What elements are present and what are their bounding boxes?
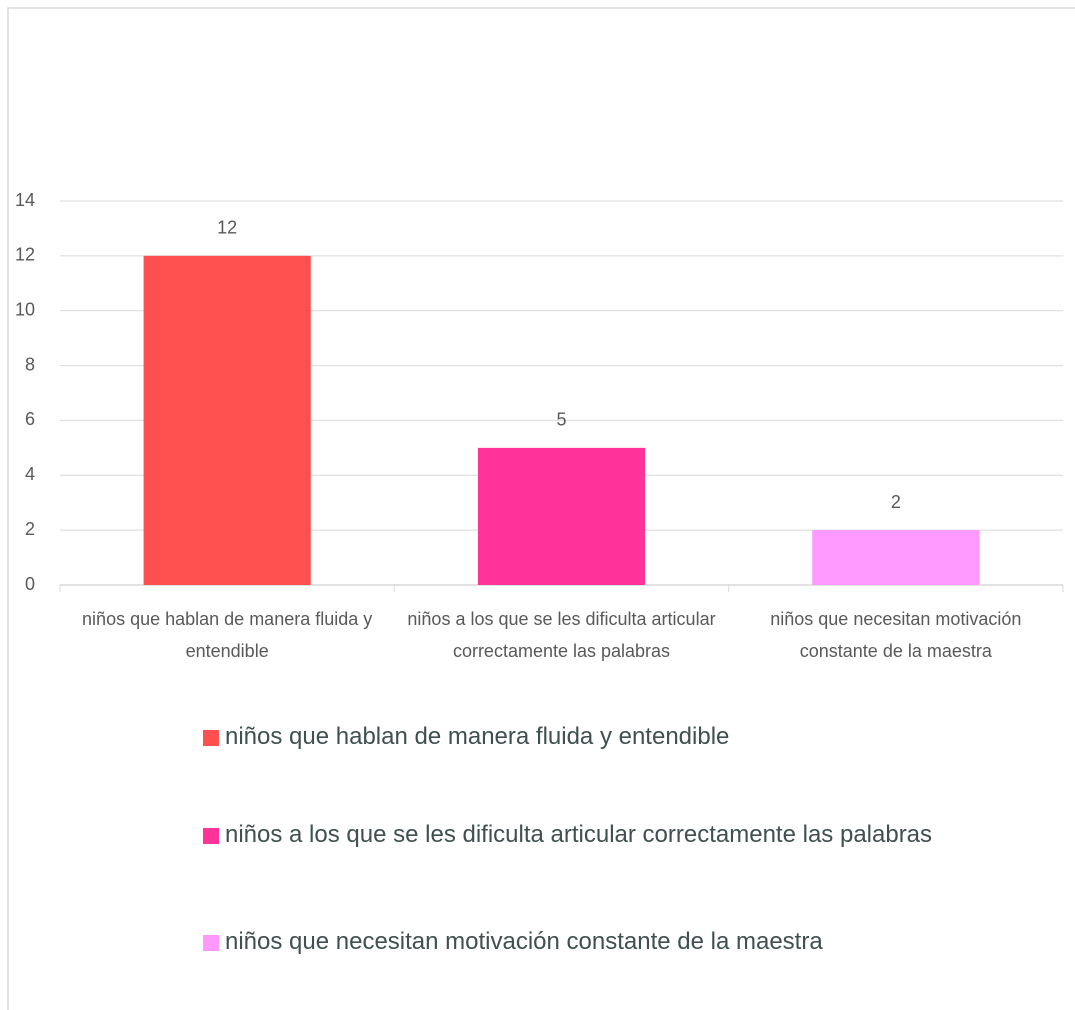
y-tick-label: 10 xyxy=(15,299,35,319)
y-tick-label: 0 xyxy=(25,574,35,594)
x-tick-label: niños que hablan de manera fluida y enten… xyxy=(82,609,372,661)
y-tick-label: 2 xyxy=(25,519,35,539)
legend-swatch xyxy=(203,935,219,951)
x-tick-label: niños a los que se les dificulta articul… xyxy=(407,609,715,661)
y-tick-label: 6 xyxy=(25,409,35,429)
legend-label: niños que necesitan motivación constante… xyxy=(225,928,823,955)
data-label: 2 xyxy=(891,492,901,512)
y-tick-label: 12 xyxy=(15,245,35,265)
x-tick-label: niños que necesitan motivación constante … xyxy=(770,609,1021,661)
data-label: 12 xyxy=(217,218,237,238)
legend-swatch xyxy=(203,730,219,746)
bar xyxy=(477,447,646,585)
y-tick-label: 4 xyxy=(25,464,35,484)
data-label: 5 xyxy=(556,410,566,430)
bar xyxy=(812,530,980,585)
bar xyxy=(143,255,311,585)
legend-label: niños a los que se les dificulta articul… xyxy=(225,821,932,848)
legend-swatch xyxy=(203,828,219,844)
y-tick-label: 14 xyxy=(15,190,35,210)
legend-label: niños que hablan de manera fluida y ente… xyxy=(225,723,729,750)
y-tick-label: 8 xyxy=(25,354,35,374)
